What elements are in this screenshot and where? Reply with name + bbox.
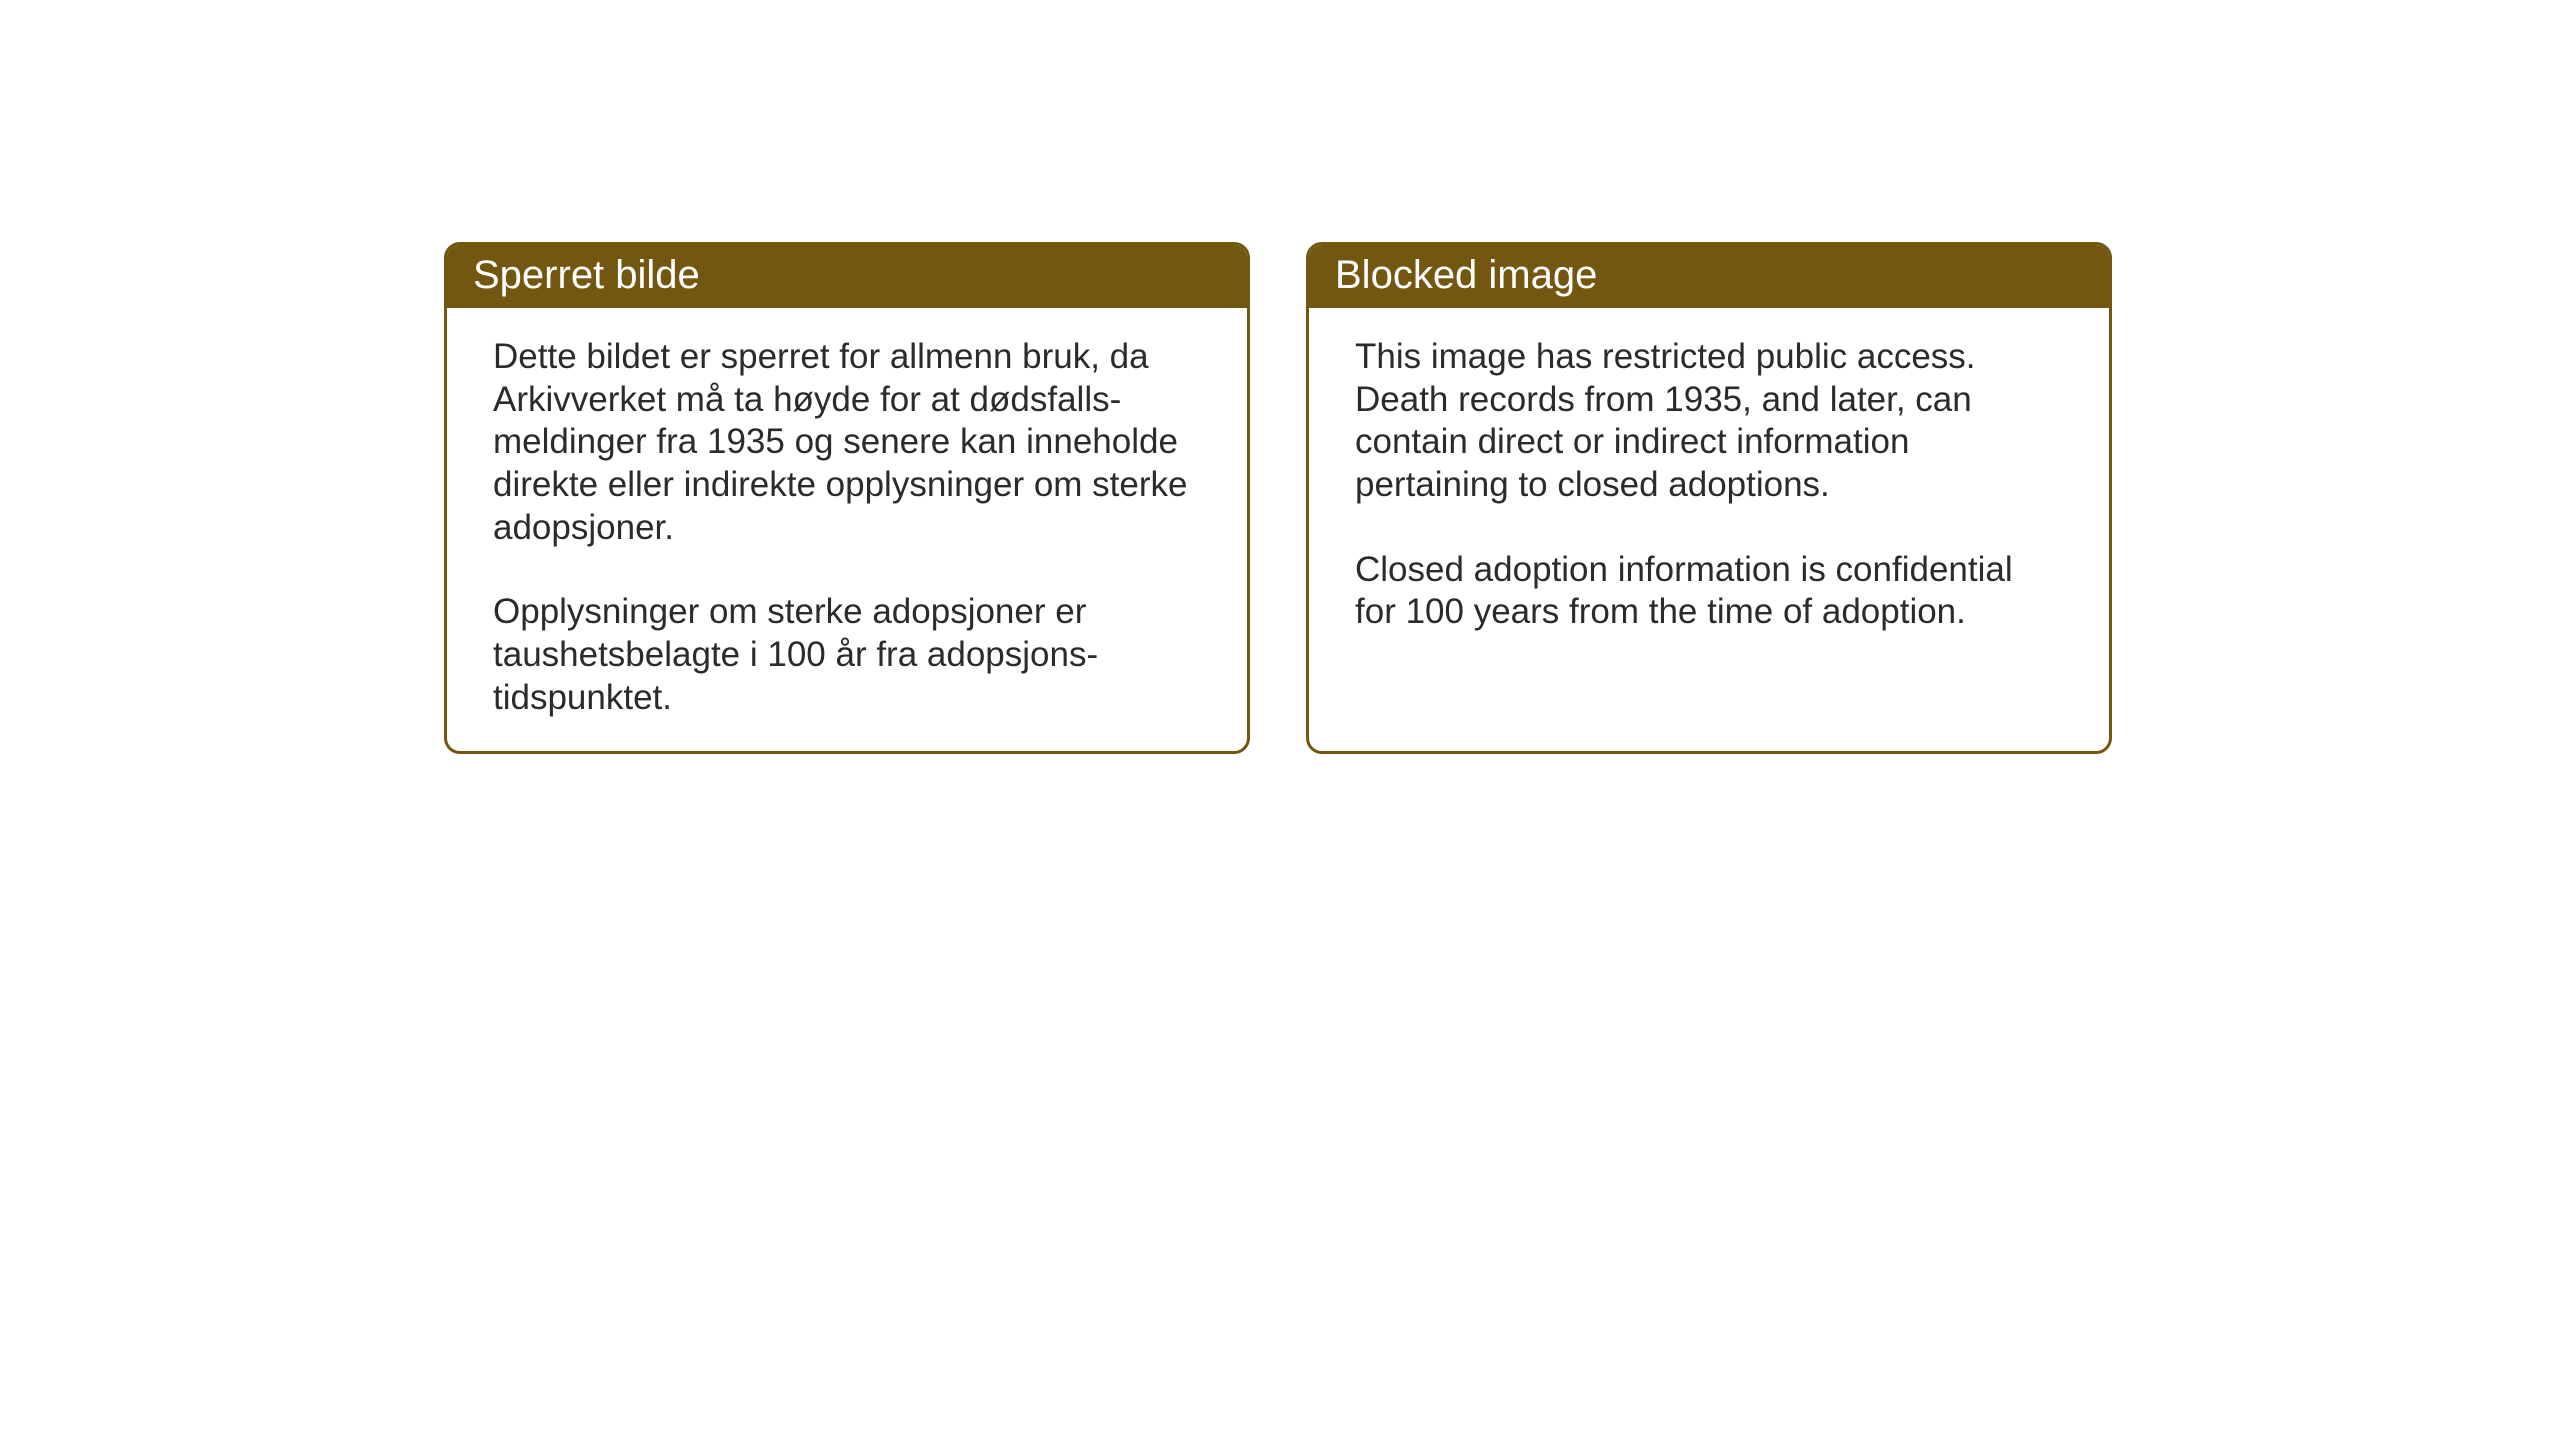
- notice-paragraph-1-english: This image has restricted public access.…: [1355, 336, 2063, 507]
- notice-body-norwegian: Dette bildet er sperret for allmenn bruk…: [447, 308, 1247, 751]
- notice-header-english: Blocked image: [1309, 245, 2109, 308]
- notice-paragraph-2-norwegian: Opplysninger om sterke adopsjoner er tau…: [493, 591, 1201, 719]
- notice-paragraph-1-norwegian: Dette bildet er sperret for allmenn bruk…: [493, 336, 1201, 549]
- notice-body-english: This image has restricted public access.…: [1309, 308, 2109, 751]
- notice-container: Sperret bilde Dette bildet er sperret fo…: [444, 242, 2112, 754]
- notice-title-norwegian: Sperret bilde: [473, 253, 700, 297]
- notice-title-english: Blocked image: [1335, 253, 1597, 297]
- notice-paragraph-2-english: Closed adoption information is confident…: [1355, 549, 2063, 634]
- notice-header-norwegian: Sperret bilde: [447, 245, 1247, 308]
- notice-box-english: Blocked image This image has restricted …: [1306, 242, 2112, 754]
- notice-box-norwegian: Sperret bilde Dette bildet er sperret fo…: [444, 242, 1250, 754]
